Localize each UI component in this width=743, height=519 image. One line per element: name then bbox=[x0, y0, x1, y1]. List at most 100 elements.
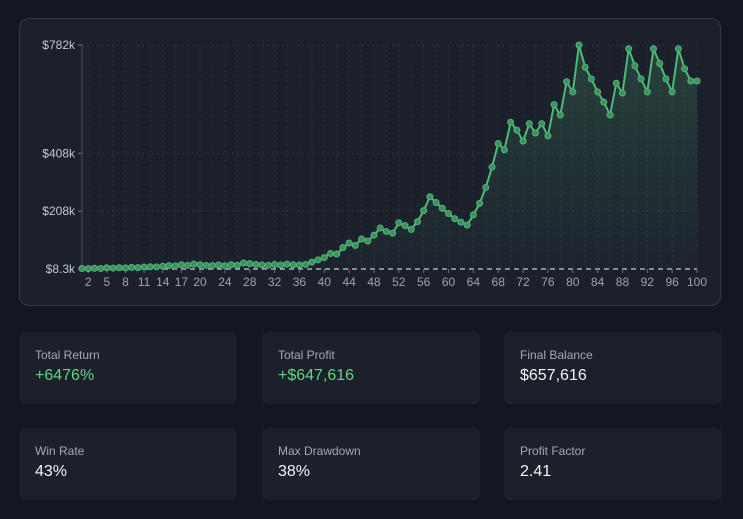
stat-card-max-drawdown: Max Drawdown 38% bbox=[262, 428, 480, 500]
data-point bbox=[171, 262, 179, 270]
stat-value: 38% bbox=[278, 463, 311, 480]
series-area bbox=[82, 45, 697, 269]
data-point bbox=[438, 204, 446, 212]
data-point bbox=[457, 218, 465, 226]
data-point bbox=[121, 264, 129, 272]
data-point bbox=[395, 219, 403, 227]
data-point bbox=[662, 75, 670, 83]
data-point bbox=[631, 62, 639, 70]
data-point bbox=[600, 98, 608, 106]
stat-value: 43% bbox=[35, 463, 68, 480]
stat-card-win-rate: Win Rate 43% bbox=[19, 428, 237, 500]
stat-card-total-return: Total Return +6476% bbox=[19, 332, 237, 404]
y-tick-label: $782k bbox=[42, 38, 76, 52]
data-point bbox=[314, 256, 322, 264]
data-point bbox=[656, 60, 664, 68]
data-point bbox=[550, 101, 558, 109]
data-point bbox=[606, 111, 614, 119]
x-tick-label: 60 bbox=[442, 275, 456, 289]
stat-label: Profit Factor bbox=[520, 444, 586, 458]
data-point bbox=[177, 261, 185, 269]
x-tick-label: 52 bbox=[392, 275, 406, 289]
x-tick-label: 56 bbox=[417, 275, 431, 289]
stat-value: +$647,616 bbox=[278, 367, 355, 384]
data-point bbox=[668, 88, 676, 96]
data-point bbox=[637, 75, 645, 83]
data-point bbox=[618, 89, 626, 97]
x-tick-label: 32 bbox=[268, 275, 282, 289]
data-point bbox=[587, 75, 595, 83]
data-point bbox=[488, 163, 496, 171]
data-point bbox=[202, 261, 210, 269]
data-point bbox=[233, 261, 241, 269]
data-point bbox=[258, 261, 266, 269]
data-point bbox=[221, 262, 229, 270]
data-point bbox=[277, 261, 285, 269]
data-point bbox=[295, 261, 303, 269]
data-point bbox=[90, 264, 98, 272]
stat-card-final-balance: Final Balance $657,616 bbox=[504, 332, 722, 404]
data-point bbox=[531, 129, 539, 137]
x-tick-label: 76 bbox=[541, 275, 555, 289]
data-point bbox=[513, 126, 521, 134]
stat-value: $657,616 bbox=[520, 367, 587, 384]
data-point bbox=[525, 120, 533, 128]
data-point bbox=[500, 146, 508, 154]
data-point bbox=[339, 244, 347, 252]
data-point bbox=[358, 235, 366, 243]
data-point bbox=[326, 249, 334, 257]
stat-value: 2.41 bbox=[520, 463, 552, 480]
data-point bbox=[463, 221, 471, 229]
data-point bbox=[382, 227, 390, 235]
data-point bbox=[78, 265, 86, 273]
stat-label: Max Drawdown bbox=[278, 444, 361, 458]
data-point bbox=[556, 111, 564, 119]
data-point bbox=[469, 211, 477, 219]
data-point bbox=[240, 259, 248, 267]
data-point bbox=[476, 199, 484, 207]
stat-label: Win Rate bbox=[35, 444, 85, 458]
stat-card-total-profit: Total Profit +$647,616 bbox=[262, 332, 480, 404]
data-point bbox=[115, 264, 123, 272]
data-point bbox=[451, 215, 459, 223]
x-tick-label: 96 bbox=[665, 275, 679, 289]
data-point bbox=[246, 260, 254, 268]
data-point bbox=[308, 258, 316, 266]
data-point bbox=[320, 254, 328, 262]
x-tick-label: 44 bbox=[342, 275, 356, 289]
x-tick-label: 88 bbox=[616, 275, 630, 289]
data-point bbox=[674, 45, 682, 53]
data-point bbox=[97, 265, 105, 273]
data-point bbox=[128, 263, 136, 271]
data-point bbox=[445, 210, 453, 217]
x-tick-label: 5 bbox=[104, 275, 111, 289]
data-point bbox=[575, 41, 583, 49]
data-point bbox=[109, 264, 117, 272]
stat-value: +6476% bbox=[35, 367, 95, 384]
data-point bbox=[413, 218, 421, 226]
data-point bbox=[693, 77, 701, 85]
data-point bbox=[84, 265, 92, 273]
x-tick-label: 40 bbox=[318, 275, 332, 289]
data-point bbox=[494, 139, 502, 147]
data-point bbox=[681, 65, 689, 73]
x-tick-label: 48 bbox=[367, 275, 381, 289]
data-point bbox=[302, 260, 310, 268]
x-tick-label: 92 bbox=[641, 275, 655, 289]
data-point bbox=[389, 229, 397, 237]
data-point bbox=[165, 262, 173, 270]
data-point bbox=[569, 88, 577, 96]
data-point bbox=[612, 79, 620, 87]
y-tick-label: $8.3k bbox=[46, 262, 76, 276]
data-point bbox=[519, 137, 527, 145]
equity-chart-card: $8.3k $208k $408k $782k 2 5 8 11 14 17 20 24 28 32 36 4… bbox=[19, 18, 721, 306]
data-point bbox=[264, 261, 272, 269]
x-tick-label: 72 bbox=[516, 275, 530, 289]
data-point bbox=[432, 199, 440, 206]
x-tick-label: 20 bbox=[193, 275, 207, 289]
data-point bbox=[625, 45, 633, 53]
x-tick-label: 24 bbox=[218, 275, 232, 289]
stat-label: Final Balance bbox=[520, 348, 593, 362]
x-tick-label: 84 bbox=[591, 275, 605, 289]
data-point bbox=[594, 88, 602, 96]
